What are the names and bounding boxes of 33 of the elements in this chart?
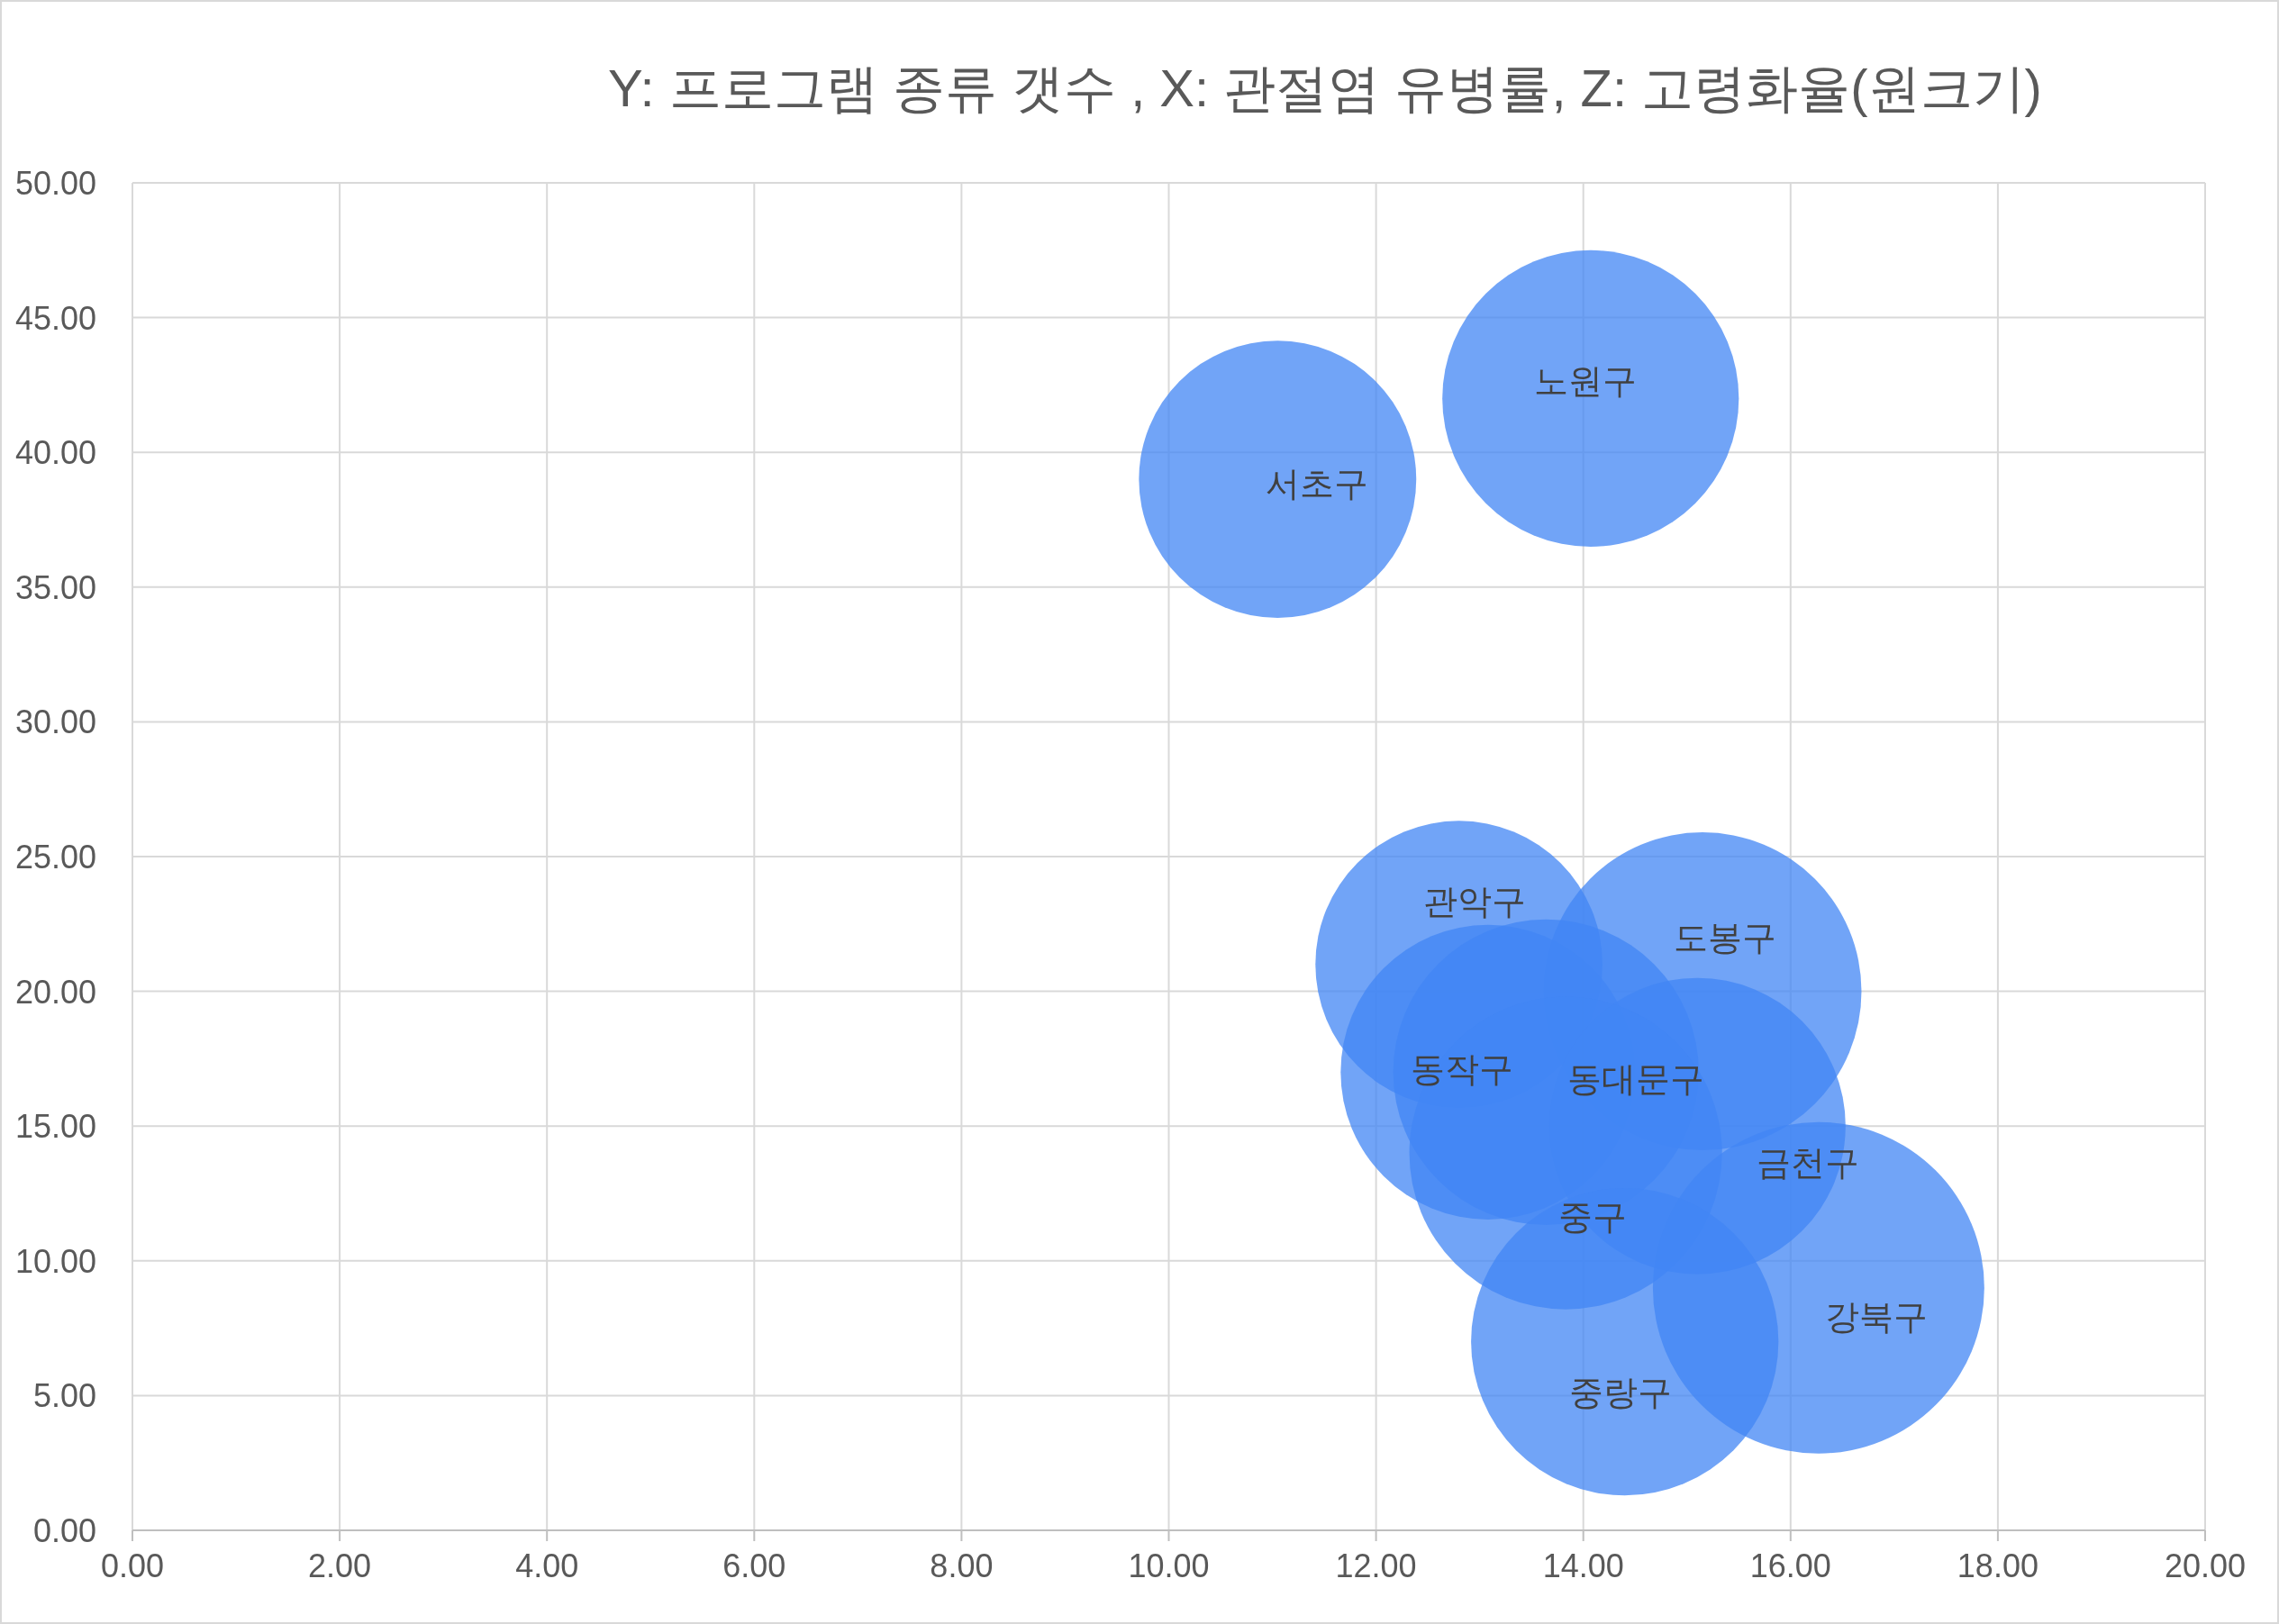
x-tick-label: 2.00 — [308, 1547, 372, 1584]
series-label: 서초구 — [1266, 465, 1369, 504]
y-tick-label: 10.00 — [14, 1242, 96, 1280]
series-label: 동대문구 — [1567, 1060, 1705, 1099]
x-tick-label: 14.00 — [1542, 1547, 1624, 1584]
y-tick-label: 30.00 — [14, 703, 96, 741]
y-tick-label: 50.00 — [14, 165, 96, 202]
series-label: 금천구 — [1757, 1144, 1860, 1183]
chart-title: Y: 프로그램 종류 갯수 , X: 관절염 유병률, Z: 고령화율(원크기) — [608, 59, 2042, 117]
x-tick-label: 10.00 — [1128, 1547, 1210, 1584]
x-tick-label: 20.00 — [2164, 1547, 2247, 1584]
y-tick-label: 45.00 — [14, 299, 96, 337]
x-tick-label: 18.00 — [1957, 1547, 2038, 1584]
y-tick-label: 25.00 — [14, 839, 96, 876]
x-tick-label: 16.00 — [1749, 1547, 1831, 1584]
series-label: 중랑구 — [1568, 1373, 1672, 1411]
x-tick-label: 4.00 — [515, 1547, 579, 1584]
x-tick-label: 0.00 — [100, 1547, 165, 1584]
x-tick-label: 8.00 — [930, 1547, 994, 1584]
y-tick-label: 5.00 — [32, 1377, 96, 1415]
series-label: 동작구 — [1410, 1050, 1513, 1089]
y-tick-label: 35.00 — [14, 568, 96, 606]
y-tick-label: 0.00 — [32, 1512, 96, 1549]
series-label: 강북구 — [1824, 1297, 1928, 1336]
y-tick-label: 15.00 — [14, 1108, 96, 1146]
series-label: 도봉구 — [1674, 918, 1777, 957]
y-tick-label: 40.00 — [14, 434, 96, 472]
series-label: 관악구 — [1422, 882, 1526, 921]
y-tick-label: 20.00 — [14, 973, 96, 1011]
x-tick-label: 6.00 — [722, 1547, 786, 1584]
series-label: 중구 — [1558, 1198, 1628, 1237]
x-tick-label: 12.00 — [1335, 1547, 1417, 1584]
series-label: 노원구 — [1533, 362, 1637, 401]
